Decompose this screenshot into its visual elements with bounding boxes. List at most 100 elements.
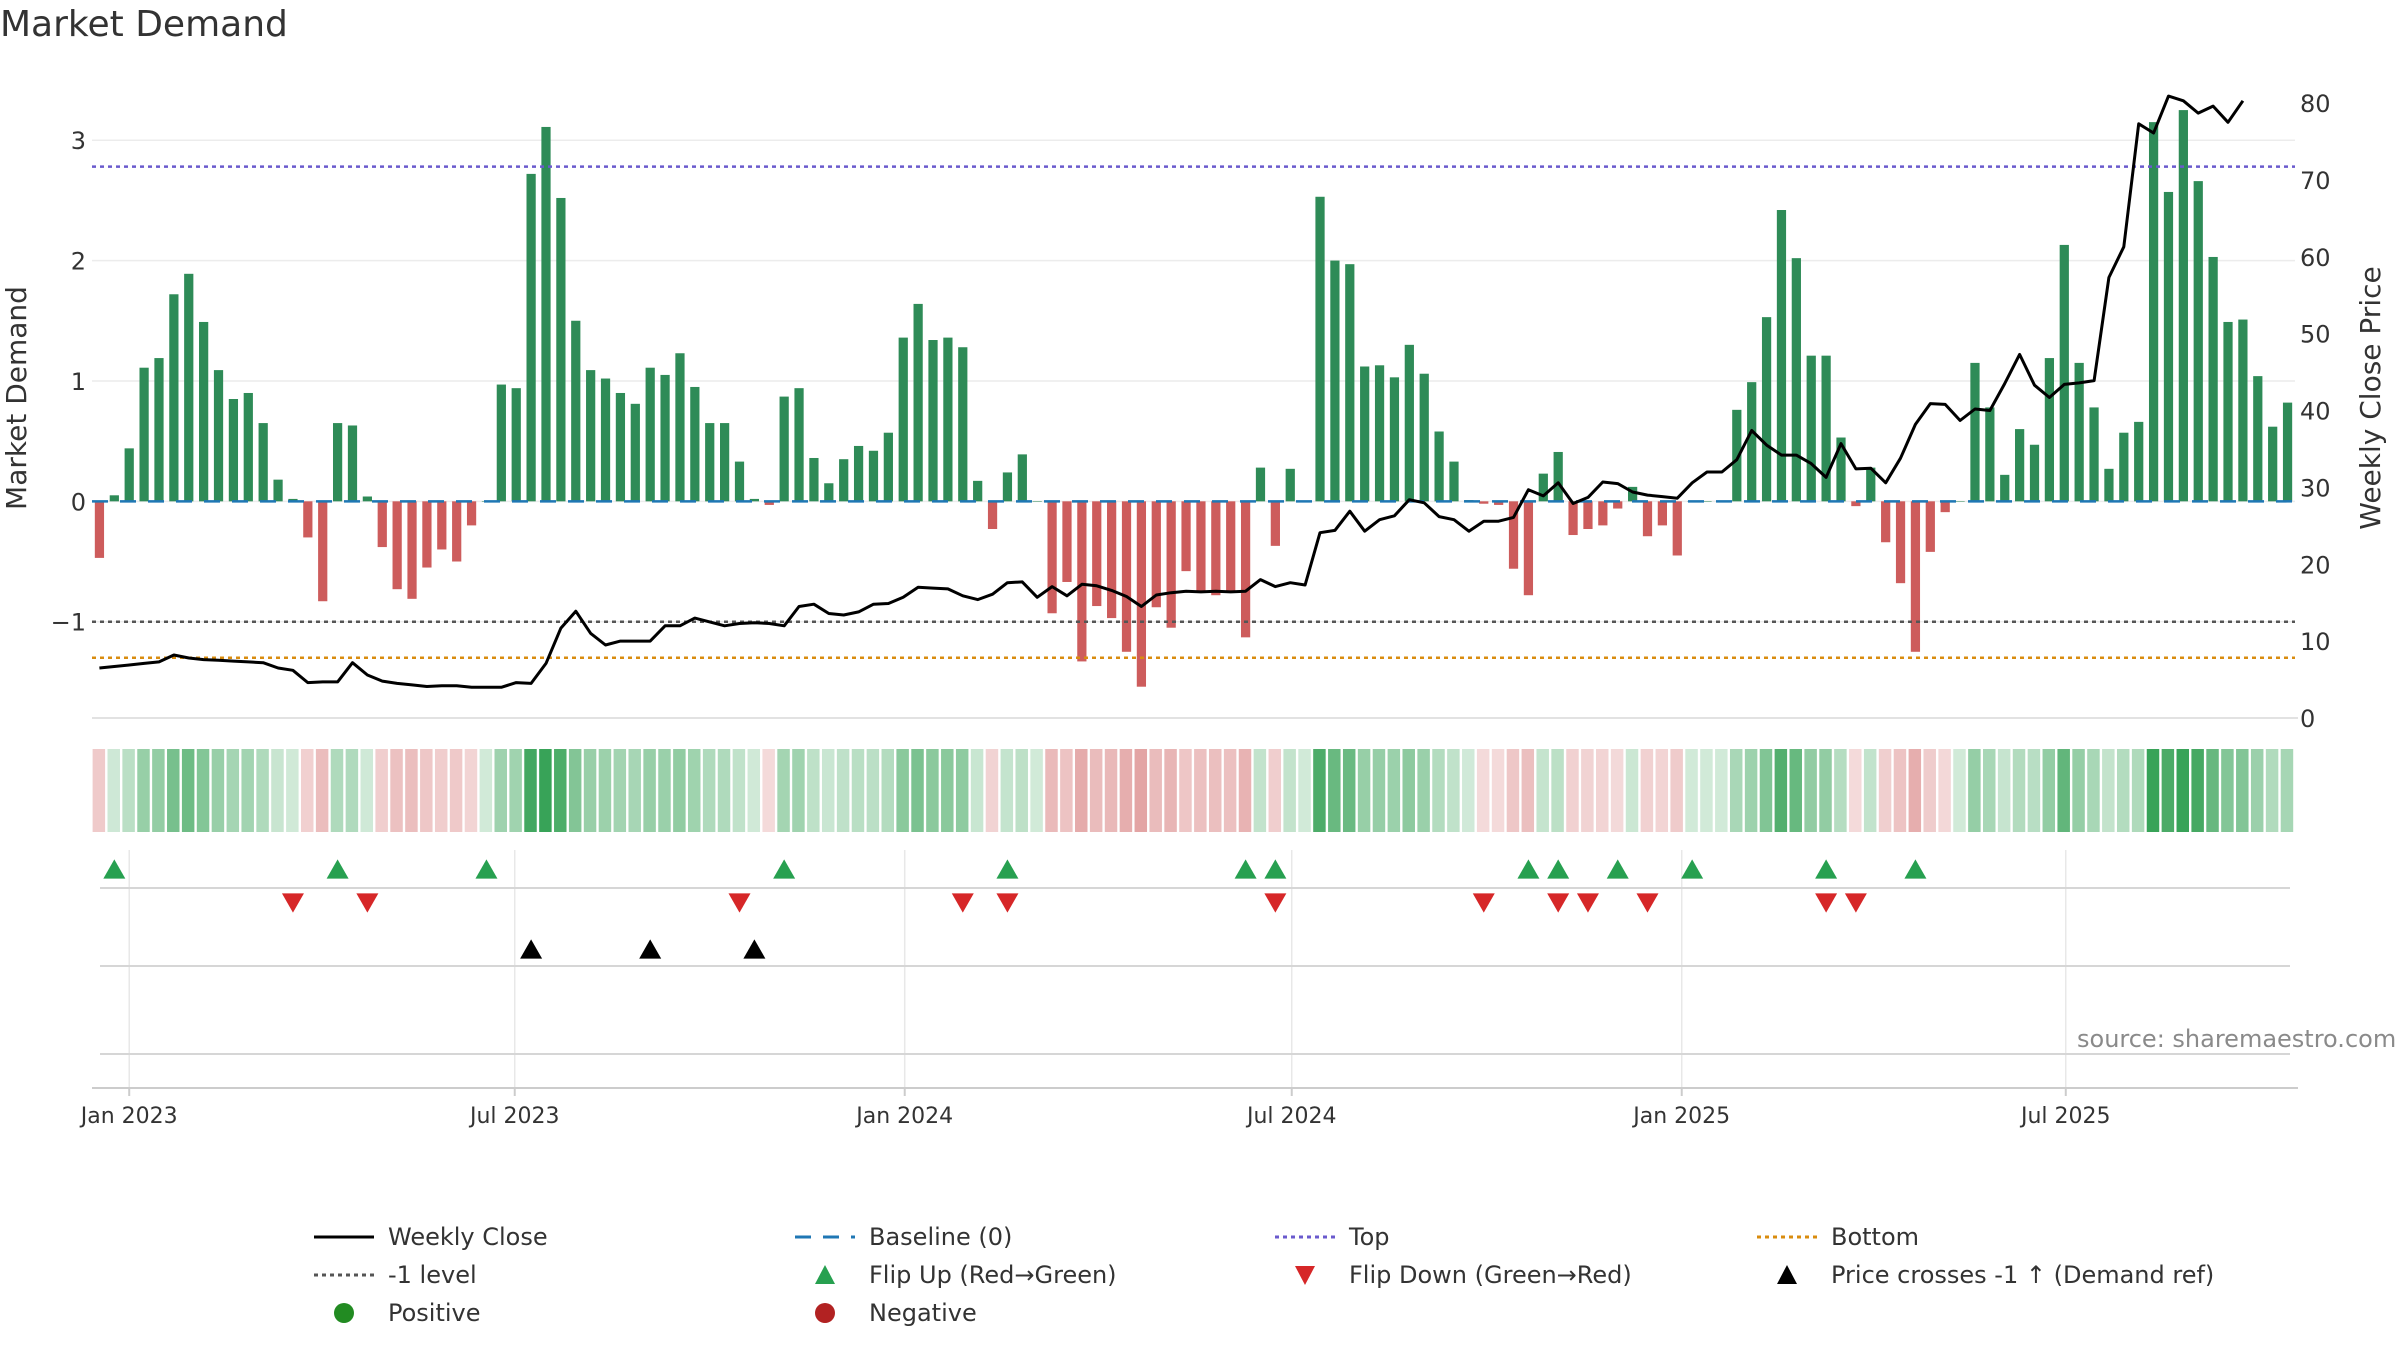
heat-cell (1908, 749, 1922, 832)
demand-bar-positive (809, 457, 819, 502)
legend-item-minus1: -1 level (312, 1257, 477, 1293)
demand-bar-positive (839, 459, 849, 502)
heat-cell (613, 749, 627, 832)
flip-up-marker (326, 859, 349, 879)
demand-bar-positive (213, 370, 224, 502)
heat-cell (524, 749, 537, 832)
price-cross-marker (743, 939, 766, 959)
demand-bar-positive (1404, 344, 1414, 502)
heat-cell (1357, 749, 1371, 832)
weekly-close-line (99, 94, 2245, 689)
heat-cell (1342, 749, 1356, 832)
demand-bar-positive (2059, 244, 2069, 502)
demand-bar-negative (1092, 501, 1102, 607)
demand-bar-positive (2015, 429, 2025, 502)
heat-cell (1595, 749, 1609, 832)
demand-bar-negative (1895, 501, 1906, 584)
demand-bar-positive (928, 340, 938, 502)
heat-cell (2221, 749, 2234, 832)
heat-cell (1700, 749, 1713, 832)
demand-bar-negative (1077, 501, 1087, 662)
flip-down-marker (1472, 893, 1495, 913)
heat-cell (1462, 749, 1475, 832)
demand-bar-negative (1642, 501, 1653, 537)
legend-symbol (1777, 1265, 1797, 1284)
demand-bar-positive (496, 384, 506, 502)
heat-cell (1536, 749, 1549, 832)
heat-cell (1060, 749, 1073, 832)
heat-cell (345, 749, 359, 832)
heat-cell (1551, 749, 1564, 832)
demand-bar-positive (154, 358, 164, 502)
heat-cell (658, 749, 671, 832)
x-tick-label: Jan 2024 (854, 1104, 953, 1129)
legend-symbol (314, 1235, 374, 1239)
demand-bar-positive (1002, 472, 1013, 502)
demand-bar-positive (1553, 451, 1563, 502)
demand-bar-positive (1285, 468, 1295, 502)
demand-bar-negative (452, 501, 462, 562)
heat-cell (1089, 749, 1103, 832)
heat-cell (1119, 749, 1133, 832)
heat-cell (1253, 749, 1267, 832)
demand-bar-positive (1389, 377, 1400, 502)
demand-bar-positive (2253, 376, 2263, 502)
x-tick-label: Jan 2023 (79, 1104, 178, 1129)
demand-bar-positive (749, 498, 760, 502)
demand-bar-negative (1211, 501, 1221, 596)
heat-cell (390, 749, 403, 832)
demand-bar-positive (1032, 501, 1042, 502)
demand-bar-positive (898, 337, 908, 502)
demand-bar-negative (1047, 501, 1057, 614)
heat-cell (1313, 749, 1326, 832)
x-tick-label: Jul 2023 (468, 1104, 560, 1129)
heat-cell (1729, 749, 1743, 832)
heat-cell (449, 749, 463, 832)
demand-bar-positive (1776, 210, 1787, 502)
heat-cell (1759, 749, 1773, 832)
y-tick-label-left: 3 (71, 127, 86, 155)
demand-bar-negative (1270, 501, 1280, 546)
demand-bar-positive (2089, 407, 2099, 502)
price-cross-marker (639, 939, 662, 959)
heat-cell (1194, 749, 1207, 832)
heat-cell (1015, 749, 1028, 832)
x-tick-label: Jan 2025 (1631, 1104, 1730, 1129)
demand-bar-negative (1583, 501, 1593, 530)
heat-cell (2176, 749, 2190, 832)
heat-cell (598, 749, 612, 832)
demand-bar-positive (2104, 468, 2114, 502)
y-tick-label-left: −1 (51, 609, 86, 637)
heat-cell (1298, 749, 1311, 832)
y-tick-label-right: 30 (2300, 474, 2331, 502)
demand-bar-positive (347, 425, 358, 502)
heat-cell (866, 749, 880, 832)
demand-bar-positive (1330, 260, 1340, 502)
demand-bar-positive (1836, 437, 1846, 502)
heat-cell (137, 749, 150, 832)
y-tick-label-right: 40 (2300, 398, 2331, 426)
heat-cell (747, 749, 761, 832)
flip-up-marker (1904, 859, 1927, 879)
demand-bar-positive (2178, 110, 2188, 502)
demand-bar-positive (600, 378, 611, 502)
heat-cell (1491, 749, 1505, 832)
demand-bar-negative (1196, 501, 1206, 593)
heat-cell (226, 749, 240, 832)
heat-cell (821, 749, 835, 832)
heat-cell (2191, 749, 2204, 832)
demand-bar-negative (1136, 501, 1147, 687)
demand-bar-positive (2044, 358, 2055, 502)
demand-bar-positive (1702, 501, 1712, 502)
heat-cell (583, 749, 597, 832)
flip-down-marker (996, 893, 1019, 913)
demand-bar-positive (1970, 362, 1980, 502)
flip-down-marker (1576, 893, 1599, 913)
heat-cell (300, 749, 314, 832)
y-tick-label-right: 0 (2300, 705, 2315, 733)
y-tick-label-right: 60 (2300, 244, 2331, 272)
demand-bar-negative (1151, 501, 1161, 608)
demand-bar-negative (1107, 501, 1117, 619)
heat-cell (985, 749, 999, 832)
